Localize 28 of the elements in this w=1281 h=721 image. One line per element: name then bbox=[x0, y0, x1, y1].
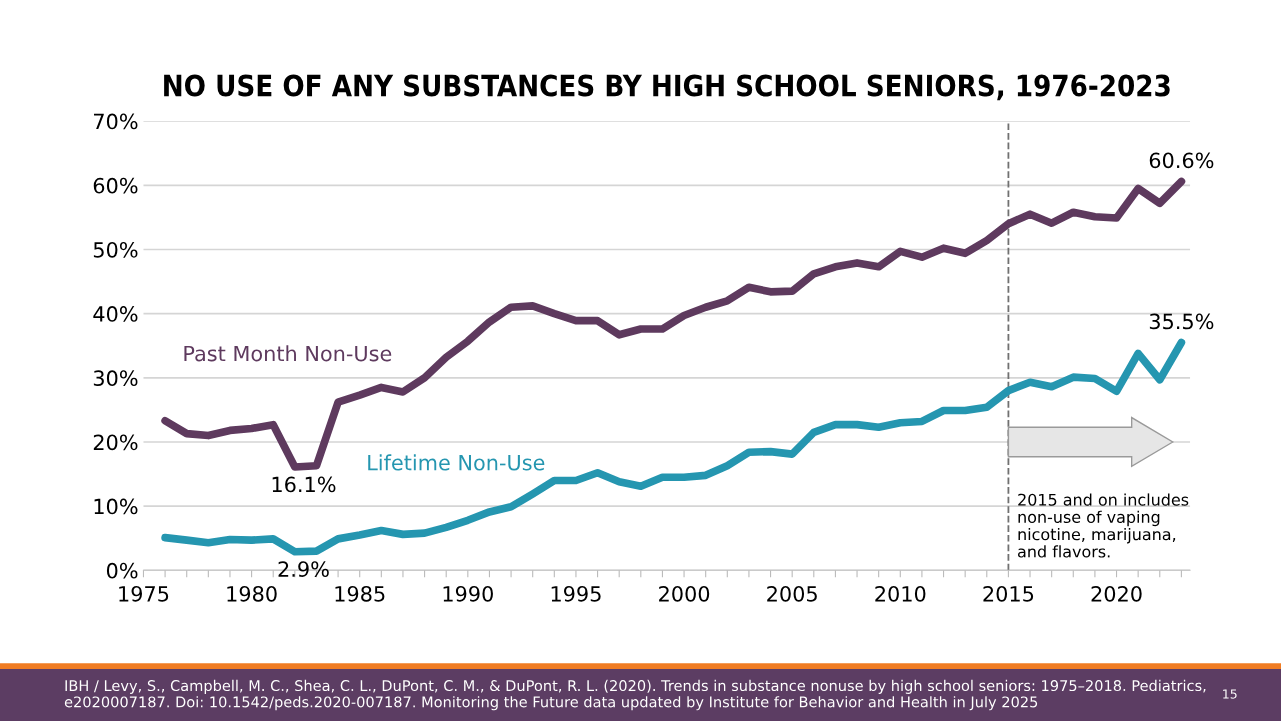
y-tick-label: 30% bbox=[93, 370, 138, 387]
y-tick-label: 40% bbox=[93, 306, 138, 322]
annotation: 16.1% bbox=[272, 476, 336, 493]
y-tick-label: 60% bbox=[93, 177, 138, 194]
y-tick-label: 10% bbox=[94, 498, 138, 515]
x-tick-label: 1975 bbox=[119, 585, 169, 602]
x-tick-label: 2015 bbox=[983, 585, 1034, 602]
annotation: 2015 and on includes non-use of vaping nicotine, marijuana, and flavors. bbox=[1018, 493, 1189, 558]
series-label: Lifetime Non-Use bbox=[368, 454, 545, 471]
y-tick-label: 70% bbox=[94, 113, 138, 130]
x-tick-label: 1980 bbox=[227, 585, 277, 602]
annotation: 35.5% bbox=[1149, 313, 1214, 330]
annotation: 60.6% bbox=[1149, 152, 1214, 169]
x-tick-label: 2020 bbox=[1091, 585, 1142, 602]
x-tick-label: 1985 bbox=[335, 585, 385, 602]
x-tick-label: 2010 bbox=[875, 585, 926, 602]
annotation: 2.9% bbox=[278, 561, 329, 577]
x-tick-label: 2005 bbox=[767, 585, 817, 602]
text: IBH / Levy, S., Campbell, M. C., Shea, C. L., DuPont, C. M., & DuPont, R. L. (2020). Trends in substance nonuse by high school seniors: 1975–2018. Pediatrics, e2020007187. Doi: 10.1542/peds.2020-007187. Monitoring the Future data updated by Institute for Behavior and Health in July 2025 bbox=[64, 679, 1206, 711]
chart-title: NO USE OF ANY SUBSTANCES BY HIGH SCHOOL SENIORS, 1976-2023 bbox=[164, 74, 1170, 101]
series-label: Past Month Non-Use bbox=[184, 345, 392, 362]
x-tick-label: 1995 bbox=[551, 585, 601, 602]
text: 15 bbox=[1223, 689, 1237, 699]
x-tick-label: 1990 bbox=[443, 585, 493, 602]
y-tick-label: 50% bbox=[93, 241, 138, 258]
y-tick-label: 0% bbox=[106, 562, 138, 579]
x-tick-label: 2000 bbox=[659, 585, 710, 602]
y-tick-label: 20% bbox=[93, 434, 138, 451]
